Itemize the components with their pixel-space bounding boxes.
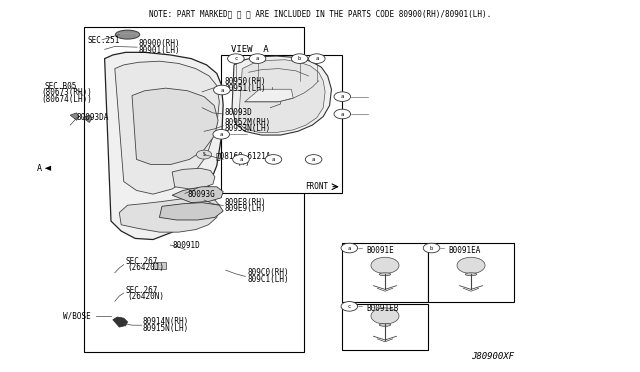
Bar	[342, 304, 428, 350]
Circle shape	[305, 155, 322, 164]
Text: a: a	[220, 87, 223, 93]
Circle shape	[341, 243, 358, 253]
Text: 80915N(LH): 80915N(LH)	[143, 324, 189, 333]
Text: a: a	[272, 157, 275, 162]
Polygon shape	[83, 115, 92, 122]
Ellipse shape	[115, 30, 140, 39]
Circle shape	[213, 129, 230, 139]
Text: c: c	[234, 56, 237, 61]
Text: SEC.251: SEC.251	[88, 36, 120, 45]
Text: a: a	[340, 94, 344, 99]
Polygon shape	[232, 56, 332, 135]
Text: a: a	[239, 157, 243, 162]
Text: 80914N(RH): 80914N(RH)	[143, 317, 189, 326]
Text: 809E9(LH): 809E9(LH)	[225, 204, 266, 214]
Text: 809C1(LH): 809C1(LH)	[247, 275, 289, 284]
Circle shape	[196, 150, 212, 159]
Text: B0091E: B0091E	[366, 246, 394, 255]
Text: VIEW  A: VIEW A	[231, 45, 268, 54]
Circle shape	[233, 155, 249, 164]
Circle shape	[371, 308, 399, 324]
Text: SEC.267: SEC.267	[125, 257, 158, 266]
Text: (80673(RH)): (80673(RH))	[42, 89, 92, 97]
Polygon shape	[104, 52, 223, 240]
Polygon shape	[172, 187, 223, 203]
Text: 80093G: 80093G	[188, 190, 215, 199]
Text: NOTE: PART MARKEDⒶ Ⓑ Ⓒ ARE INCLUDED IN THE PARTS CODE 80900(RH)/80901(LH).: NOTE: PART MARKEDⒶ Ⓑ Ⓒ ARE INCLUDED IN T…	[149, 10, 491, 19]
Polygon shape	[239, 60, 325, 132]
Text: a: a	[315, 56, 319, 61]
Text: J80900XF: J80900XF	[471, 352, 515, 361]
Polygon shape	[159, 203, 223, 220]
Ellipse shape	[465, 273, 477, 276]
Text: 80093D: 80093D	[225, 108, 252, 117]
Ellipse shape	[380, 273, 391, 276]
Text: b: b	[298, 56, 301, 61]
Text: a: a	[220, 132, 223, 137]
Polygon shape	[115, 61, 220, 194]
Circle shape	[291, 54, 308, 63]
Circle shape	[265, 155, 282, 164]
Text: SEC.267: SEC.267	[125, 286, 158, 295]
Text: 5: 5	[203, 152, 205, 157]
Polygon shape	[172, 168, 215, 189]
Text: (26420J): (26420J)	[127, 263, 164, 272]
Polygon shape	[245, 89, 293, 102]
Polygon shape	[132, 88, 218, 164]
Text: FRONT: FRONT	[305, 182, 328, 191]
Text: B0091EA: B0091EA	[449, 246, 481, 255]
Bar	[428, 243, 515, 302]
Circle shape	[249, 54, 266, 63]
Text: A: A	[36, 164, 42, 173]
Circle shape	[371, 257, 399, 273]
Text: (26420N): (26420N)	[127, 292, 164, 301]
Circle shape	[308, 54, 325, 63]
Text: a: a	[256, 56, 259, 61]
Bar	[153, 262, 166, 269]
Text: b: b	[430, 246, 433, 250]
Circle shape	[334, 109, 351, 119]
Circle shape	[334, 92, 351, 102]
Text: 80093DA: 80093DA	[77, 113, 109, 122]
Circle shape	[228, 54, 244, 63]
Text: 809C0(RH): 809C0(RH)	[247, 268, 289, 277]
Text: SEC.B05: SEC.B05	[45, 82, 77, 91]
Bar	[221, 55, 342, 193]
Text: B0091EB: B0091EB	[366, 304, 398, 314]
Text: a: a	[348, 246, 351, 250]
Circle shape	[457, 257, 485, 273]
Circle shape	[423, 243, 440, 253]
Text: 80901(LH): 80901(LH)	[138, 46, 180, 55]
Text: a: a	[340, 112, 344, 116]
Text: W/BOSE: W/BOSE	[63, 311, 91, 320]
Text: 80091D: 80091D	[172, 241, 200, 250]
Polygon shape	[70, 113, 79, 120]
Text: 80952M(RH): 80952M(RH)	[225, 118, 271, 127]
Text: 80953N(LH): 80953N(LH)	[225, 124, 271, 133]
Bar	[342, 243, 428, 302]
Text: (80674(LH)): (80674(LH))	[42, 95, 92, 104]
Text: 809E8(RH): 809E8(RH)	[225, 198, 266, 207]
Text: a: a	[312, 157, 316, 162]
Text: 倅08160-6121A: 倅08160-6121A	[216, 151, 271, 160]
Text: c: c	[348, 304, 351, 309]
Text: 80951(LH): 80951(LH)	[225, 84, 266, 93]
Polygon shape	[113, 317, 127, 327]
Ellipse shape	[380, 323, 391, 326]
Bar	[84, 27, 304, 352]
Text: 80950(RH): 80950(RH)	[225, 77, 266, 86]
Polygon shape	[119, 198, 220, 232]
Text: (4): (4)	[236, 158, 250, 167]
Text: 80900(RH): 80900(RH)	[138, 39, 180, 48]
Circle shape	[214, 85, 230, 95]
Polygon shape	[45, 166, 51, 171]
Circle shape	[341, 302, 358, 311]
